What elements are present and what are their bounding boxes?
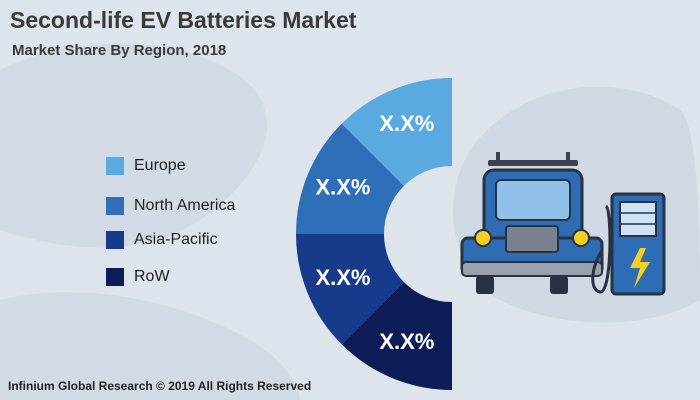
background-blob [0, 292, 300, 400]
chart-title: Second-life EV Batteries Market [10, 7, 357, 33]
donut-segment [296, 123, 404, 234]
value-label: X.X% [315, 175, 370, 200]
legend-label: North America [134, 197, 235, 214]
background-blob [0, 43, 268, 248]
chart-subtitle: Market Share By Region, 2018 [12, 42, 226, 59]
donut-segment [341, 78, 452, 186]
donut-segment [341, 282, 452, 390]
value-label: X.X% [315, 265, 370, 290]
car-illustration [460, 152, 666, 296]
legend-swatch [106, 157, 124, 175]
footer: Infinium Global Research © 2019 All Righ… [8, 379, 311, 393]
legend-label: Asia-Pacific [134, 231, 218, 248]
legend-label: RoW [134, 268, 170, 285]
legend-label: Europe [134, 157, 186, 174]
legend-swatch [106, 268, 124, 286]
donut-segment [296, 234, 404, 345]
value-label: X.X% [379, 329, 434, 354]
value-label: X.X% [379, 111, 434, 136]
legend-swatch [106, 197, 124, 215]
legend-swatch [106, 231, 124, 249]
